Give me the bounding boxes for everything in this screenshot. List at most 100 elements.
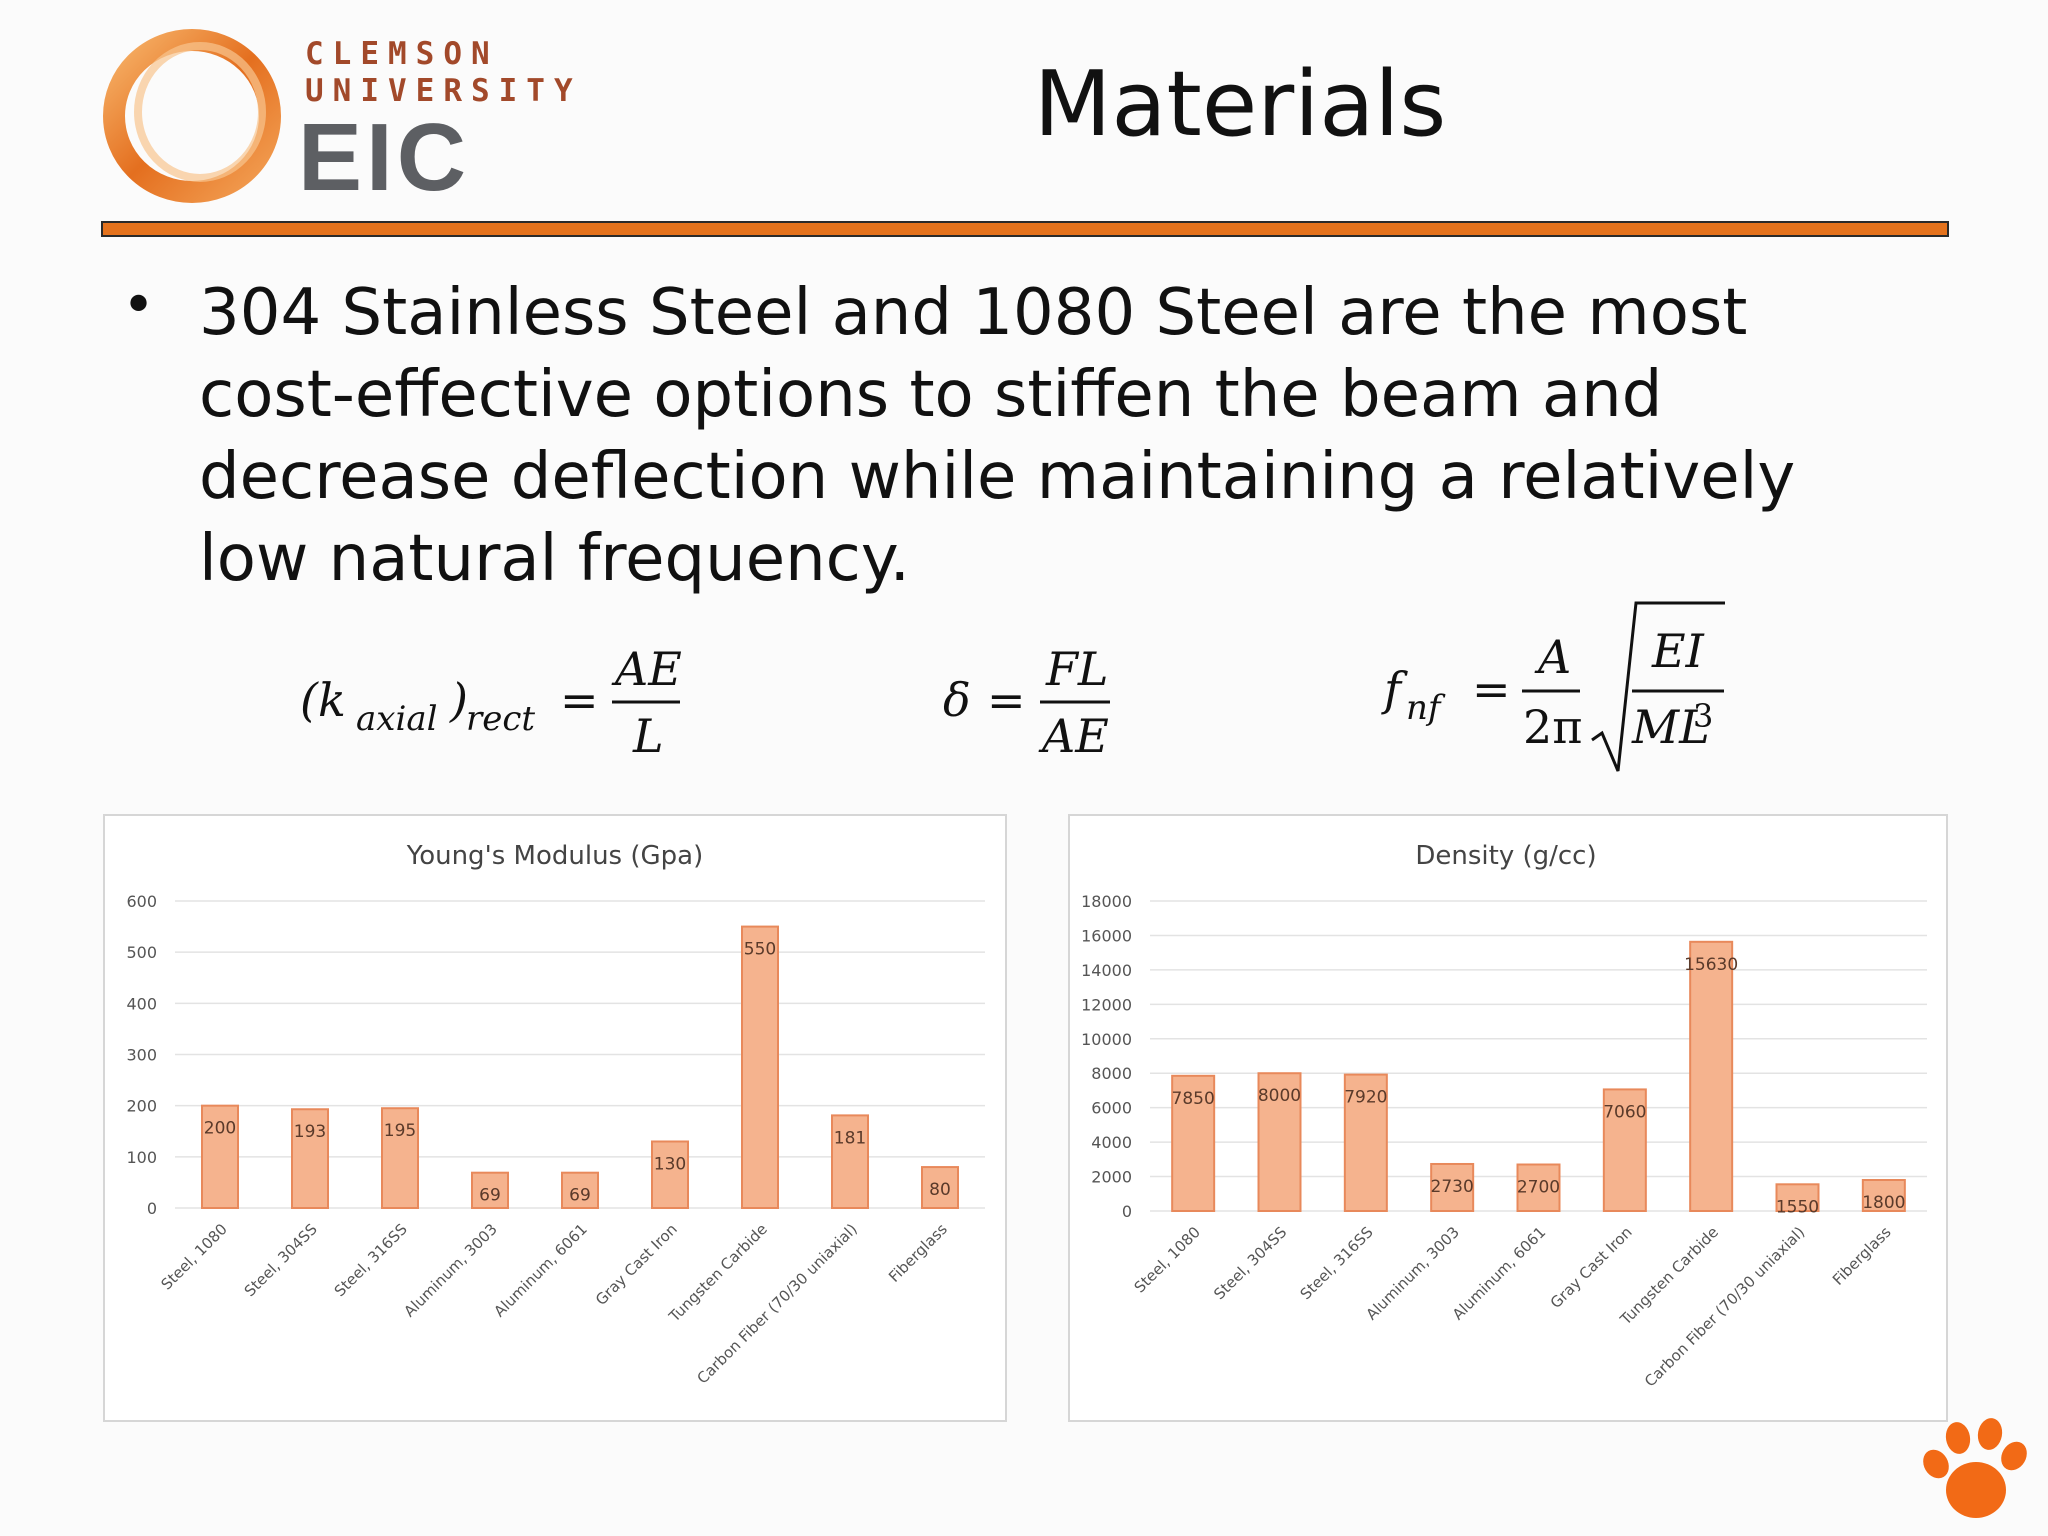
- data-label: 200: [204, 1119, 236, 1139]
- bullet-marker: •: [122, 273, 156, 338]
- x-tick-label: Fiberglass: [885, 1220, 951, 1286]
- density-chart: Density (g/cc) 0 2000 4000 6000 8000 10000 1200…: [1081, 841, 1927, 1390]
- title-divider: [101, 221, 1949, 237]
- stiffness-formula: (k axial ) rect = AE L: [300, 642, 682, 763]
- x-tick-label: Steel, 304SS: [241, 1220, 321, 1300]
- y-tick-label: 200: [126, 1097, 157, 1116]
- y-tick-label: 6000: [1091, 1099, 1132, 1118]
- x-tick-label: Fiberglass: [1829, 1223, 1895, 1289]
- deflection-denominator: AE: [1038, 709, 1109, 763]
- data-label: 195: [384, 1121, 416, 1141]
- y-tick-label: 2000: [1091, 1168, 1132, 1187]
- radical-numerator: EI: [1651, 624, 1705, 678]
- data-label: 69: [479, 1186, 501, 1206]
- data-label: 193: [294, 1122, 326, 1142]
- logo-ring-icon: [103, 29, 281, 203]
- bar: [1602, 1088, 1647, 1212]
- data-label: 2700: [1517, 1178, 1560, 1198]
- youngs-modulus-chart: Young's Modulus (Gpa) 0 100 200 300 400 500 600…: [126, 841, 985, 1387]
- x-tick-label: Steel, 1080: [157, 1220, 230, 1293]
- y-tick-label: 400: [126, 994, 157, 1013]
- svg-text:=: =: [1472, 662, 1511, 716]
- x-tick-label: Steel, 316SS: [1297, 1223, 1377, 1303]
- stiffness-sub-rect: rect: [466, 699, 535, 739]
- x-tick-label: Carbon Fiber (70/30 uniaxial): [693, 1220, 860, 1387]
- bar: [561, 1171, 599, 1210]
- bar: [1171, 1074, 1216, 1212]
- logo-text-eic: EIC: [298, 104, 471, 211]
- tiger-paw-icon: [1923, 1418, 2027, 1518]
- youngs-modulus-chart-panel: Young's Modulus (Gpa) 0 100 200 300 400 500 600…: [103, 814, 1007, 1422]
- bar: [741, 925, 779, 1209]
- y-tick-label: 18000: [1081, 892, 1132, 911]
- data-label: 15630: [1684, 955, 1738, 975]
- x-tick-label: Aluminum, 3003: [1363, 1223, 1463, 1323]
- logo-text-clemson: CLEMSON: [305, 36, 499, 72]
- stiffness-lhs: (k: [300, 673, 346, 727]
- y-tick-label: 100: [126, 1148, 157, 1167]
- bar: [1861, 1179, 1906, 1212]
- radical-exponent: 3: [1693, 697, 1713, 735]
- logo-text-university: UNIVERSITY: [305, 73, 582, 109]
- x-tick-label: Carbon Fiber (70/30 uniaxial): [1641, 1223, 1808, 1390]
- bullet-text: 304 Stainless Steel and 1080 Steel are t…: [199, 276, 1796, 596]
- data-label: 7920: [1344, 1088, 1387, 1108]
- y-tick-label: 0: [1122, 1202, 1132, 1221]
- x-tick-label: Gray Cast Iron: [1547, 1223, 1636, 1312]
- x-tick-label: Steel, 1080: [1131, 1223, 1204, 1296]
- stiffness-paren: ): [449, 673, 468, 727]
- x-tick-label: Tungsten Carbide: [665, 1220, 771, 1326]
- y-tick-label: 600: [126, 892, 157, 911]
- y-tick-label: 500: [126, 943, 157, 962]
- bar: [651, 1140, 689, 1210]
- deflection-formula: δ = FL AE: [943, 642, 1110, 763]
- y-tick-label: 0: [147, 1199, 157, 1218]
- slide-title: Materials: [1033, 52, 1447, 157]
- data-label: 1800: [1862, 1193, 1905, 1213]
- x-tick-label: Steel, 316SS: [331, 1220, 411, 1300]
- deflection-lhs: δ: [943, 673, 971, 727]
- natural-frequency-formula: f nf = A 2π EI ML 3: [1381, 601, 1725, 772]
- x-tick-label: Aluminum, 6061: [1449, 1223, 1549, 1323]
- x-tick-label: Aluminum, 6061: [490, 1220, 590, 1320]
- radical-denominator: ML: [1631, 700, 1710, 754]
- stiffness-numerator: AE: [611, 642, 682, 696]
- data-label: 2730: [1431, 1177, 1474, 1197]
- svg-text:=: =: [987, 673, 1026, 727]
- x-tick-label: Gray Cast Iron: [592, 1220, 681, 1309]
- x-tick-label: Steel, 304SS: [1210, 1223, 1290, 1303]
- frequency-numerator: A: [1534, 630, 1571, 684]
- y-tick-label: 16000: [1081, 926, 1132, 945]
- data-label: 8000: [1258, 1086, 1301, 1106]
- bar: [291, 1108, 329, 1209]
- y-tick-label: 14000: [1081, 961, 1132, 980]
- bar: [1775, 1183, 1820, 1212]
- svg-text:=: =: [560, 673, 599, 727]
- deflection-numerator: FL: [1045, 642, 1108, 696]
- bar: [921, 1166, 959, 1210]
- bar: [381, 1107, 419, 1210]
- frequency-sub: nf: [1406, 688, 1446, 728]
- frequency-denominator: 2π: [1523, 700, 1583, 754]
- data-label: 69: [569, 1186, 591, 1206]
- bar: [471, 1171, 509, 1210]
- x-tick-label: Aluminum, 3003: [400, 1220, 500, 1320]
- y-tick-label: 12000: [1081, 995, 1132, 1014]
- clemson-eic-logo: CLEMSON UNIVERSITY EIC: [100, 26, 573, 211]
- data-label: 550: [744, 940, 776, 960]
- bar: [201, 1104, 239, 1209]
- y-tick-label: 4000: [1091, 1133, 1132, 1152]
- bar: [1689, 940, 1734, 1212]
- y-tick-label: 300: [126, 1046, 157, 1065]
- data-label: 80: [929, 1180, 951, 1200]
- chart-title: Young's Modulus (Gpa): [406, 841, 703, 871]
- stiffness-sub-axial: axial: [356, 699, 437, 739]
- bar: [1257, 1072, 1302, 1212]
- bar: [1343, 1073, 1388, 1212]
- y-tick-label: 8000: [1091, 1064, 1132, 1083]
- data-label: 181: [834, 1128, 866, 1148]
- y-tick-label: 10000: [1081, 1030, 1132, 1049]
- density-chart-panel: Density (g/cc) 0 2000 4000 6000 8000 10000 1200…: [1068, 814, 1948, 1422]
- bar: [1430, 1162, 1475, 1213]
- bar: [831, 1114, 869, 1209]
